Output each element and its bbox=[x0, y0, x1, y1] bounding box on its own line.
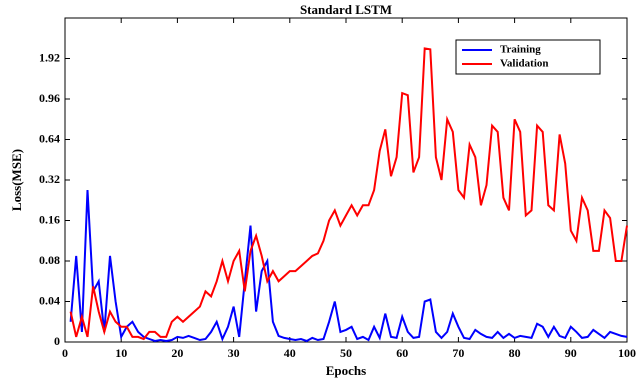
y-tick-label: 0.16 bbox=[39, 212, 60, 226]
x-tick-label: 100 bbox=[618, 346, 636, 360]
x-tick-label: 0 bbox=[62, 346, 68, 360]
series-line bbox=[69, 47, 628, 341]
x-tick-label: 40 bbox=[284, 346, 296, 360]
x-axis-label: Epochs bbox=[326, 363, 366, 378]
legend-label: Training bbox=[500, 44, 541, 56]
x-tick-label: 60 bbox=[396, 346, 408, 360]
y-axis-label: Loss(MSE) bbox=[9, 149, 24, 211]
y-tick-label: 0.64 bbox=[39, 131, 60, 145]
y-tick-label: 0 bbox=[54, 334, 60, 348]
x-tick-label: 30 bbox=[228, 346, 240, 360]
y-tick-label: 1.92 bbox=[39, 50, 60, 64]
y-tick-label: 0.32 bbox=[39, 172, 60, 186]
legend-box bbox=[455, 39, 601, 75]
x-tick-label: 50 bbox=[340, 346, 352, 360]
x-tick-label: 80 bbox=[509, 346, 521, 360]
chart-title: Standard LSTM bbox=[300, 2, 392, 17]
x-tick-label: 10 bbox=[115, 346, 127, 360]
series-line bbox=[69, 190, 628, 343]
x-tick-label: 90 bbox=[565, 346, 577, 360]
y-tick-label: 0.04 bbox=[39, 293, 60, 307]
legend-label: Validation bbox=[500, 58, 549, 70]
y-tick-label: 0.96 bbox=[39, 91, 60, 105]
x-tick-label: 20 bbox=[171, 346, 183, 360]
x-tick-label: 70 bbox=[452, 346, 464, 360]
y-tick-label: 0.08 bbox=[39, 253, 60, 267]
